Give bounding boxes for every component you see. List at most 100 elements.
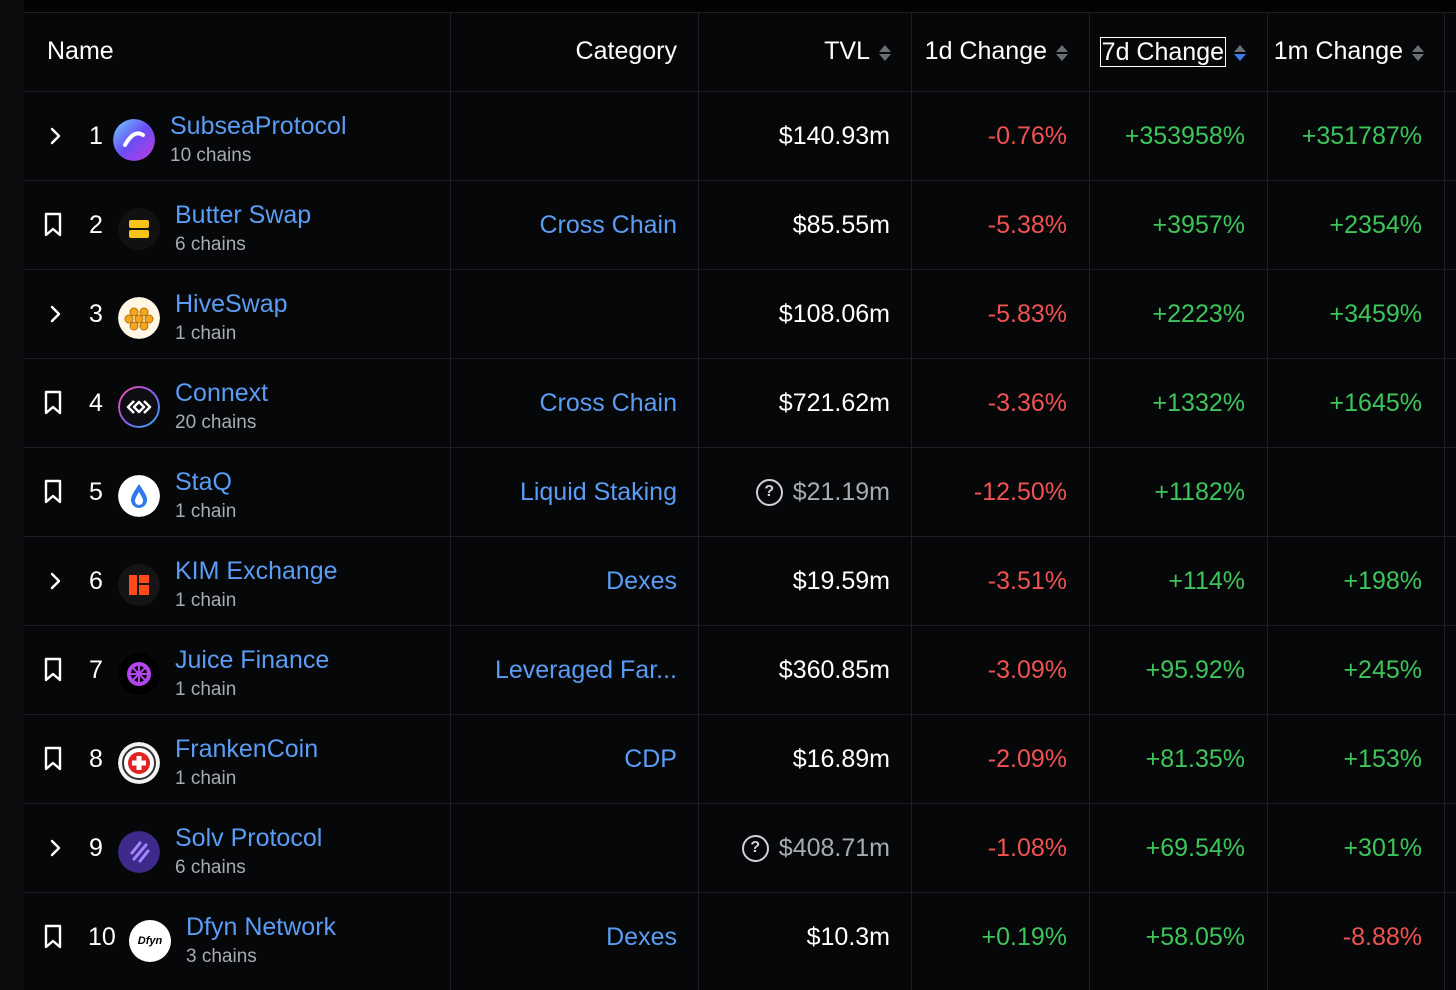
chain-count: 6 chains — [175, 857, 246, 878]
change-1m-value: +351787% — [1301, 121, 1422, 150]
category-link[interactable]: Cross Chain — [539, 388, 677, 417]
protocol-name-link[interactable]: HiveSwap — [175, 290, 288, 318]
protocol-name-link[interactable]: StaQ — [175, 468, 232, 496]
tvl-cell: $16.89m — [699, 715, 890, 803]
column-divider — [1089, 12, 1090, 990]
protocol-name-link[interactable]: Butter Swap — [175, 201, 312, 229]
tvl-value: $721.62m — [778, 388, 890, 417]
table-row[interactable]: 10 Dfyn Dfyn Network 3 chains Dexes $10.… — [24, 892, 1456, 981]
column-divider — [1267, 12, 1268, 990]
protocol-name-link[interactable]: KIM Exchange — [175, 557, 338, 585]
row-rank: 1 — [89, 121, 103, 150]
change-1m-cell: +1645% — [1268, 359, 1422, 447]
category-cell: Cross Chain — [450, 359, 677, 447]
table-row[interactable]: 5 StaQ 1 chain Liquid Staking ? $21.19m … — [24, 447, 1456, 536]
column-divider — [450, 12, 451, 990]
table-row[interactable]: 8 FrankenCoin 1 chain CDP $16.89m -2.09%… — [24, 714, 1456, 803]
tvl-cell: ? $408.71m — [699, 804, 890, 892]
rankings-table: Name Category TVL 1d Change 7d Change 1m… — [24, 12, 1456, 990]
sort-icon — [878, 43, 892, 63]
change-1d-cell: +0.19% — [912, 893, 1068, 981]
category-link[interactable]: Dexes — [606, 566, 677, 595]
change-1m-value: -8.88% — [1342, 922, 1422, 951]
expand-chevron-icon[interactable] — [48, 537, 64, 625]
table-row[interactable]: 1 SubseaProtocol 10 chains $140.93m -0.7… — [24, 91, 1456, 180]
change-1d-cell: -3.51% — [912, 537, 1067, 625]
change-7d-cell: +95.92% — [1090, 626, 1245, 714]
top-border — [24, 12, 1456, 13]
change-1d-cell: -2.09% — [912, 715, 1067, 803]
question-icon[interactable]: ? — [755, 478, 783, 506]
change-7d-cell: +58.05% — [1090, 893, 1245, 981]
tvl-cell: $85.55m — [699, 181, 890, 269]
category-link[interactable]: Dexes — [606, 922, 677, 951]
change-1d-value: -3.09% — [987, 655, 1067, 684]
change-1m-cell: +198% — [1268, 537, 1422, 625]
change-1d-cell: -5.83% — [912, 270, 1067, 358]
category-cell: Dexes — [450, 893, 677, 981]
chain-count: 1 chain — [175, 590, 237, 611]
expand-chevron-icon[interactable] — [48, 92, 64, 180]
expand-chevron-icon[interactable] — [48, 804, 64, 892]
bookmark-icon[interactable] — [42, 448, 64, 536]
change-7d-value: +3957% — [1152, 210, 1245, 239]
change-1m-cell: +2354% — [1268, 181, 1422, 269]
protocol-name-link[interactable]: Dfyn Network — [186, 913, 337, 941]
table-row[interactable]: 9 Solv Protocol 6 chains ? $408.71m -1.0… — [24, 803, 1456, 892]
tvl-value: $16.89m — [792, 744, 890, 773]
protocol-name-link[interactable]: FrankenCoin — [175, 735, 319, 763]
bookmark-icon[interactable] — [42, 626, 64, 714]
header-name[interactable]: Name — [47, 37, 114, 65]
change-7d-value: +353958% — [1124, 121, 1245, 150]
dfyn-logo-text: Dfyn — [137, 935, 163, 947]
chain-count: 3 chains — [186, 946, 257, 967]
frankencoin-logo — [118, 742, 160, 784]
protocol-name-link[interactable]: Connext — [175, 379, 269, 407]
header-1d-change[interactable]: 1d Change — [912, 12, 1069, 91]
bookmark-icon[interactable] — [42, 359, 64, 447]
protocol-name-link[interactable]: SubseaProtocol — [170, 112, 347, 140]
change-1m-cell: +301% — [1268, 804, 1422, 892]
category-cell: CDP — [450, 715, 677, 803]
category-link[interactable]: Liquid Staking — [519, 477, 677, 506]
bookmark-icon[interactable] — [42, 715, 64, 803]
chain-count: 1 chain — [175, 768, 237, 789]
chain-count: 20 chains — [175, 412, 257, 433]
header-tvl[interactable]: TVL — [699, 12, 892, 91]
change-7d-value: +1332% — [1152, 388, 1245, 417]
category-link[interactable]: Cross Chain — [539, 210, 677, 239]
tvl-cell: $360.85m — [699, 626, 890, 714]
tvl-value: $140.93m — [778, 121, 890, 150]
staq-logo — [118, 475, 160, 517]
table-row[interactable]: 6 KIM Exchange 1 chain Dexes $19.59m -3.… — [24, 536, 1456, 625]
category-link[interactable]: CDP — [624, 744, 677, 773]
protocol-name-link[interactable]: Juice Finance — [175, 646, 330, 674]
protocol-name-link[interactable]: Solv Protocol — [175, 824, 323, 852]
change-1d-cell: -12.50% — [912, 448, 1067, 536]
table-row[interactable]: 4 Connext 20 chains Cross Chain $721.62m… — [24, 358, 1456, 447]
hiveswap-logo — [118, 297, 160, 339]
header-1m-change[interactable]: 1m Change — [1268, 12, 1425, 91]
row-rank: 10 — [88, 922, 116, 951]
change-1m-value: +2354% — [1329, 210, 1422, 239]
category-link[interactable]: Leveraged Far... — [494, 655, 677, 684]
table-row[interactable]: 7 Juice Finance 1 chain Leveraged Far...… — [24, 625, 1456, 714]
header-tvl-label: TVL — [824, 37, 870, 65]
kim-exchange-logo — [118, 564, 160, 606]
bookmark-icon[interactable] — [42, 893, 64, 981]
sort-desc-active-icon — [1233, 43, 1247, 63]
change-1m-cell: +153% — [1268, 715, 1422, 803]
bookmark-icon[interactable] — [42, 181, 64, 269]
table-row[interactable]: 3 HiveSwap 1 chain $108.06m -5.83% +2223… — [24, 269, 1456, 358]
tvl-value: $21.19m — [792, 477, 890, 506]
header-category[interactable]: Category — [575, 37, 677, 65]
question-icon[interactable]: ? — [741, 834, 769, 862]
tvl-value: $360.85m — [778, 655, 890, 684]
expand-chevron-icon[interactable] — [48, 270, 64, 358]
tvl-value: $19.59m — [792, 566, 890, 595]
header-1m-label: 1m Change — [1273, 37, 1403, 65]
header-7d-change[interactable]: 7d Change — [1090, 12, 1247, 91]
table-row[interactable]: 2 Butter Swap 6 chains Cross Chain $85.5… — [24, 180, 1456, 269]
change-7d-cell: +353958% — [1090, 92, 1245, 180]
tvl-cell: $19.59m — [699, 537, 890, 625]
